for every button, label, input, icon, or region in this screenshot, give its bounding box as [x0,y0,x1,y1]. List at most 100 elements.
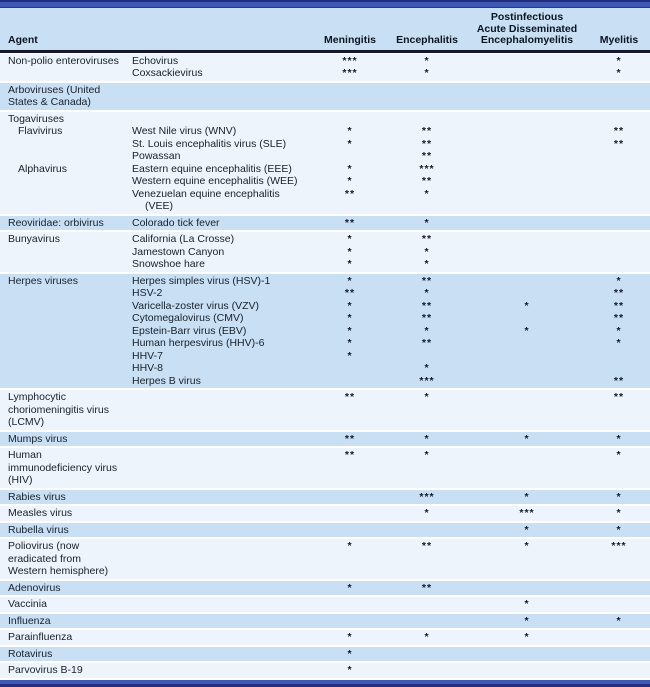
myelitis-cell: * [616,614,622,627]
meningitis-cell: *** [342,67,358,79]
table-top-border [0,0,650,8]
agent-group-cell: Arboviruses (United States & Canada) [8,83,101,109]
table-row: Coxsackievirus *** * * [0,67,650,80]
myelitis-cell: * [616,523,622,536]
table-row: Togaviruses [0,113,650,126]
myelitis-cell: * [616,54,622,67]
agent-name-cell: St. Louis encephalitis virus (SLE) [132,137,287,150]
table-row: Herpes B virus *** ** [0,375,650,388]
adem-cell: * [524,540,530,552]
encephalitis-cell: ** [421,125,433,137]
agent-name-cell: Jamestown Canyon [132,245,225,258]
encephalitis-cell: ** [421,137,433,150]
meningitis-cell: * [347,647,353,660]
encephalitis-cell: * [424,258,430,270]
table-row: Human immunodeficiency virus (HIV) ** * * [0,449,650,487]
table-band: Measles virus * *** * [0,506,650,521]
table-row: Cytomegalovirus (CMV) * ** ** [0,312,650,325]
encephalitis-cell: *** [419,374,435,387]
encephalitis-cell: *** [419,162,435,175]
table-row: HSV-2 ** * ** [0,287,650,300]
agent-group-cell: Poliovirus (now eradicated from Western … [8,540,109,577]
table-band: Parvovirus B-19 * [0,663,650,678]
encephalitis-cell: * [424,67,430,79]
table-row: Lymphocytic choriomeningitis virus (LCMV… [0,391,650,429]
table-row: Reoviridae: orbivirus Colorado tick fever… [0,217,650,230]
myelitis-cell: ** [613,391,625,403]
table-row: Snowshoe hare * * [0,258,650,271]
myelitis-cell: ** [613,137,625,150]
encephalitis-cell: * [424,187,430,200]
table-row: HHV-8 * [0,362,650,375]
table-bottom-border [0,679,650,687]
table-row: Epstein-Barr virus (EBV) * * * * [0,325,650,338]
meningitis-cell: * [347,245,353,258]
agent-group-cell: Lymphocytic choriomeningitis virus (LCMV… [8,391,109,428]
agent-group-cell: Vaccinia [8,598,47,610]
column-header-encephalitis: Encephalitis [396,34,458,46]
adem-cell: * [524,432,530,445]
table-band: Vaccinia * [0,597,650,612]
adem-cell: * [524,490,530,503]
adem-cell: * [524,523,530,536]
agent-group-cell: Parainfluenza [8,631,73,643]
meningitis-cell: ** [344,287,356,299]
table-band: Adenovirus * ** [0,580,650,595]
agent-group-cell: Rabies virus [8,490,66,503]
table-band: Poliovirus (now eradicated from Western … [0,539,650,579]
table-row: Varicella-zoster virus (VZV) * ** * ** [0,300,650,313]
table-row: Arboviruses (United States & Canada) [0,84,650,109]
agent-name-cell: Herpes B virus [132,374,201,387]
meningitis-cell: * [347,312,353,324]
agent-name-cell: Venezuelan equine encephalitis (VEE) [132,187,280,213]
agent-name-cell: Coxsackievirus [132,67,203,79]
encephalitis-cell: * [424,287,430,299]
agent-name-cell: Western equine encephalitis (WEE) [132,175,298,187]
meningitis-cell: * [347,337,353,349]
meningitis-cell: ** [344,432,356,445]
table-row: Adenovirus * ** [0,582,650,595]
table-row: St. Louis encephalitis virus (SLE) * ** ** [0,138,650,151]
agent-group-cell: Influenza [8,614,51,627]
meningitis-cell: * [347,233,353,245]
encephalitis-cell: ** [421,233,433,245]
meningitis-cell: * [347,137,353,150]
table-row: Parvovirus B-19 * [0,664,650,677]
agent-group-cell: Rotavirus [8,647,53,660]
table-row: Mumps virus ** * * * [0,433,650,446]
encephalitis-cell: ** [421,150,433,162]
myelitis-cell: * [616,449,622,461]
encephalitis-cell: ** [421,299,433,312]
encephalitis-cell: * [424,432,430,445]
meningitis-cell: ** [344,449,356,461]
encephalitis-cell: ** [421,312,433,324]
agent-group-cell: Herpes viruses [8,274,79,287]
myelitis-cell: ** [613,374,625,387]
agent-name-cell: Echovirus [132,54,179,67]
adem-cell: *** [519,507,535,519]
table-row: Herpes viruses Herpes simples virus (HSV)… [0,275,650,288]
encephalitis-cell: * [424,245,430,258]
agent-name-cell: California (La Crosse) [132,233,235,245]
encephalitis-cell: * [424,216,430,229]
myelitis-cell: ** [613,299,625,312]
encephalitis-cell: ** [421,175,433,187]
table-band: Arboviruses (United States & Canada) [0,82,650,110]
table-body: Non-polio enteroviruses Echovirus *** * * Cox… [0,53,650,678]
meningitis-cell: *** [342,54,358,67]
agent-name-cell: Cytomegalovirus (CMV) [132,312,244,324]
table-band: Parainfluenza * * * [0,630,650,645]
meningitis-cell: * [347,631,353,643]
meningitis-cell: * [347,349,353,362]
encephalitis-cell: *** [419,490,435,503]
agent-name-cell: Eastern equine encephalitis (EEE) [132,162,292,175]
encephalitis-cell: * [424,507,430,519]
agent-name-cell: Snowshoe hare [132,258,205,270]
adem-cell: * [524,614,530,627]
meningitis-cell: * [347,324,353,337]
agent-name-cell: Herpes simples virus (HSV)-1 [132,274,271,287]
myelitis-cell: ** [613,125,625,137]
agent-name-cell: Colorado tick fever [132,216,220,229]
myelitis-cell: * [616,490,622,503]
table-band: Herpes viruses Herpes simples virus (HSV)… [0,273,650,388]
